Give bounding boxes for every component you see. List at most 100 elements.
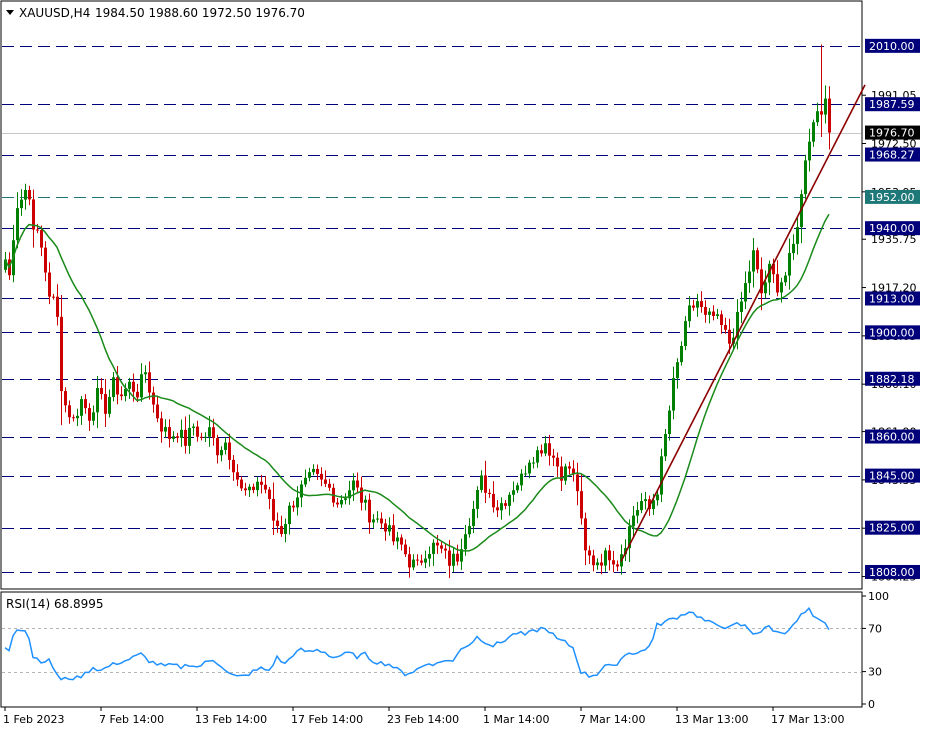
candle-body-43 [176, 436, 179, 438]
candle-body-116 [468, 526, 471, 535]
candle-body-107 [432, 542, 435, 554]
price-tick-label-3: 1935.75 [871, 233, 917, 246]
candle-body-101 [408, 554, 411, 568]
candle-body-192 [772, 263, 775, 275]
price-tick-label-4: 1917.20 [871, 282, 917, 295]
candle-body-108 [436, 542, 439, 546]
candle-body-202 [812, 122, 815, 142]
candle-body-172 [692, 305, 695, 308]
candle-body-159 [640, 501, 643, 511]
candle-body-163 [656, 494, 659, 501]
time-tick-label-6: 7 Mar 14:00 [579, 713, 645, 726]
candle-body-157 [632, 515, 635, 527]
candle-body-67 [272, 498, 275, 521]
candle-body-180 [724, 325, 727, 330]
candle-body-51 [208, 427, 211, 437]
candle-body-97 [392, 525, 395, 542]
level-label-9-box [865, 468, 920, 483]
candle-body-117 [472, 508, 475, 527]
candle-body-76 [308, 472, 311, 478]
candle-body-181 [728, 329, 731, 344]
candle-body-81 [328, 483, 331, 488]
candle-body-156 [628, 526, 631, 549]
level-label-8-box [865, 429, 920, 444]
level-label-7-box [865, 371, 920, 386]
level-label-10-box [865, 520, 920, 535]
candle-body-21 [88, 408, 91, 421]
candle-body-74 [300, 484, 303, 498]
candle-body-47 [192, 426, 195, 428]
candle-body-187 [752, 250, 755, 272]
candle-body-4 [20, 199, 23, 209]
candlesticks [4, 44, 831, 579]
candle-body-31 [128, 381, 131, 389]
main-panel-frame [0, 0, 863, 590]
candle-body-165 [664, 434, 667, 457]
level-label-4-box [865, 221, 920, 236]
candle-body-84 [340, 499, 343, 505]
rsi-label: RSI(14) 68.8995 [6, 597, 104, 611]
candle-body-124 [500, 503, 503, 511]
candle-body-49 [200, 436, 203, 438]
candle-body-61 [248, 486, 251, 491]
candle-body-176 [708, 311, 711, 315]
candle-body-162 [652, 500, 655, 510]
candle-body-5 [24, 189, 27, 200]
candle-body-135 [544, 443, 547, 454]
candle-body-121 [488, 492, 491, 494]
candle-body-90 [364, 499, 367, 503]
candle-body-83 [336, 502, 339, 505]
rsi-tick-label-1: 70 [868, 622, 882, 635]
level-label-10-text: 1825.00 [869, 522, 915, 535]
candle-body-131 [528, 462, 531, 474]
candle-body-98 [396, 537, 399, 542]
candle-body-167 [672, 378, 675, 411]
candle-body-78 [316, 468, 319, 474]
candle-body-134 [540, 450, 543, 454]
candle-body-30 [124, 388, 127, 397]
candle-body-52 [212, 427, 215, 439]
candle-body-189 [760, 269, 763, 294]
candle-body-99 [400, 537, 403, 545]
level-label-1-text: 1987.59 [869, 98, 915, 111]
candle-body-6 [28, 189, 31, 200]
candle-body-15 [64, 391, 67, 406]
time-axis: 1 Feb 2023 7 Feb 14:00 13 Feb 14:00 17 Feb … [3, 707, 844, 726]
candle-body-70 [284, 523, 287, 534]
candle-body-190 [764, 282, 767, 294]
candle-body-177 [712, 311, 715, 317]
chart-symbol: XAUUSD,H4 [19, 6, 90, 20]
time-tick-label-1: 7 Feb 14:00 [99, 713, 164, 726]
dropdown-triangle-icon[interactable] [6, 10, 14, 15]
level-label-6-text: 1900.00 [869, 326, 915, 339]
level-label-3-box [865, 189, 920, 204]
candle-body-153 [616, 564, 619, 567]
level-label-11-text: 1808.00 [869, 566, 915, 579]
candle-body-140 [564, 466, 567, 481]
candle-body-79 [320, 473, 323, 480]
level-label-0-text: 2010.00 [869, 40, 915, 53]
level-label-8-text: 1860.00 [869, 431, 915, 444]
candle-body-151 [608, 550, 611, 561]
candle-body-86 [348, 490, 351, 499]
candle-body-18 [76, 415, 79, 419]
candle-body-87 [352, 480, 355, 491]
candle-body-123 [496, 507, 499, 511]
level-label-1-box [865, 97, 920, 112]
price-tick-label-1: 1972.50 [871, 138, 917, 151]
candle-body-105 [424, 558, 427, 563]
candle-body-103 [416, 559, 419, 561]
level-label-0-box [865, 38, 920, 53]
candle-body-29 [120, 394, 123, 397]
candle-body-110 [444, 548, 447, 551]
candle-body-14 [60, 316, 63, 392]
candle-body-126 [508, 494, 511, 506]
candle-body-198 [796, 227, 799, 244]
candle-body-92 [372, 519, 375, 523]
trend-line[interactable] [620, 84, 866, 562]
candle-body-114 [460, 549, 463, 562]
candle-body-104 [420, 560, 423, 563]
candle-body-174 [700, 301, 703, 308]
candle-body-195 [784, 275, 787, 283]
